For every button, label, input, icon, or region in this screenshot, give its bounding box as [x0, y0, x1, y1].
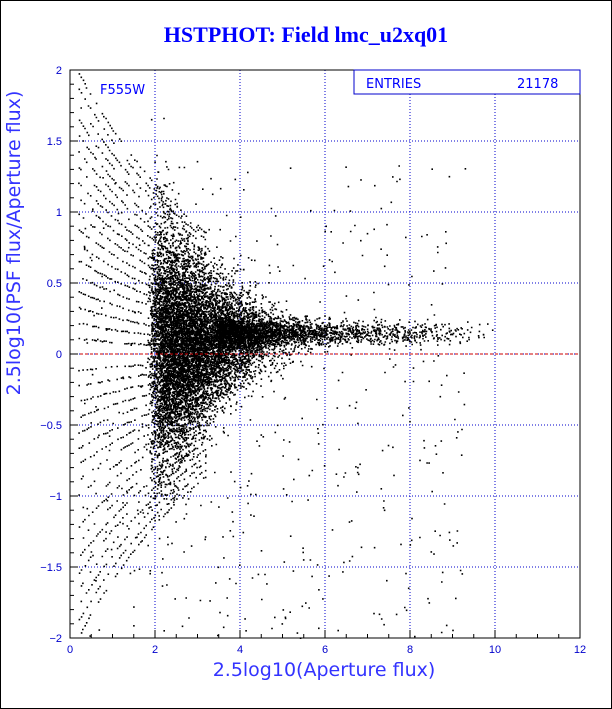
- x-tick-label: 0: [67, 644, 73, 656]
- scatter-point-cloud: [78, 73, 494, 640]
- x-tick-label: 10: [489, 644, 501, 656]
- y-tick-label: −0.5: [40, 420, 62, 432]
- y-tick-label: 0.5: [47, 278, 62, 290]
- y-tick-label: −1: [49, 491, 62, 503]
- y-tick-label: 2: [56, 65, 62, 77]
- y-tick-label: 0: [56, 349, 62, 361]
- filter-label: F555W: [100, 83, 145, 98]
- x-tick-label: 8: [407, 644, 413, 656]
- x-tick-label: 12: [574, 644, 586, 656]
- y-tick-label: 1.5: [47, 136, 62, 148]
- stats-box: ENTRIES 21178: [353, 69, 581, 95]
- x-tick-label: 4: [237, 644, 243, 656]
- chart-title: HSTPHOT: Field lmc_u2xq01: [163, 22, 449, 47]
- axis-ticks: 0 2 4 6 8 10 12 −2 −1.5 −1 −0.5 0 0.5 1 1.5 2: [40, 65, 586, 656]
- y-tick-label: 1: [56, 207, 62, 219]
- scatter-points: [78, 73, 494, 640]
- y-axis-label: 2.5log10(PSF flux/Aperture flux): [3, 91, 25, 396]
- y-tick-label: −1.5: [40, 562, 62, 574]
- stats-value: 21178: [517, 77, 558, 92]
- x-tick-label: 2: [152, 644, 158, 656]
- x-axis-label: 2.5log10(Aperture flux): [213, 659, 436, 681]
- x-tick-label: 6: [322, 644, 328, 656]
- y-tick-label: −2: [49, 633, 62, 645]
- stats-label: ENTRIES: [366, 77, 421, 92]
